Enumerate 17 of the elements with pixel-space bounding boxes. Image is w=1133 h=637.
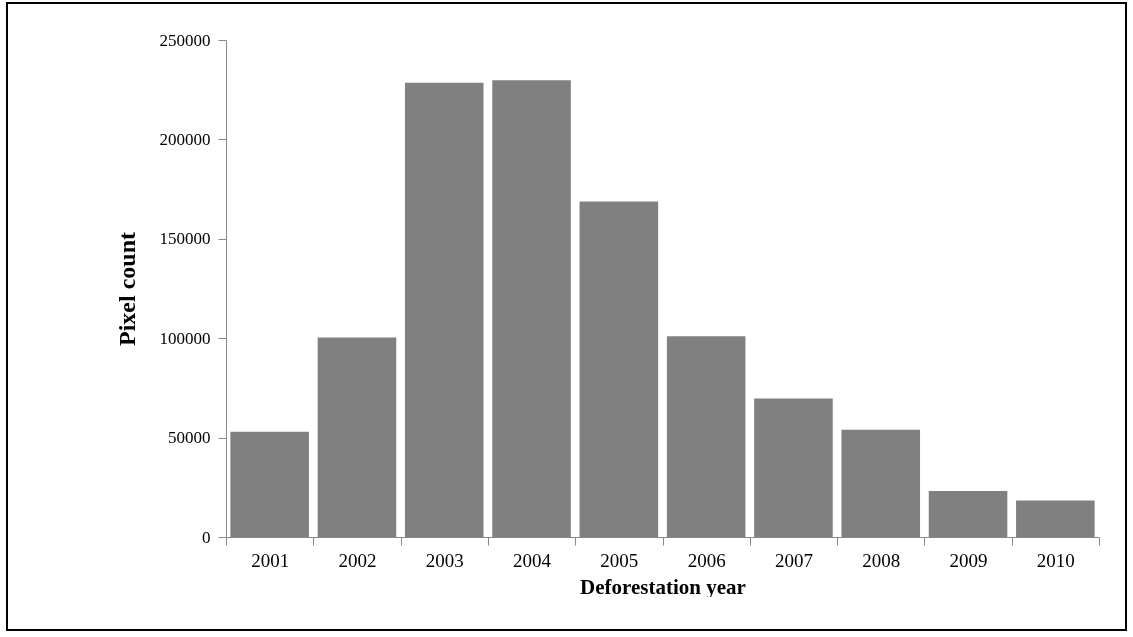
y-tick-label: 250000	[159, 30, 211, 50]
x-tick-label: 2002	[338, 549, 377, 571]
y-tick-label: 0	[201, 527, 211, 547]
x-tick-label: 2010	[1036, 549, 1075, 571]
x-tick-label: 2008	[861, 549, 900, 571]
x-tick-label: 2007	[774, 549, 813, 571]
x-tick-label: 2006	[687, 549, 726, 571]
y-tick-label: 150000	[159, 229, 211, 249]
y-tick-label: 200000	[159, 129, 211, 149]
x-tick-label: 2005	[599, 549, 638, 571]
x-tick-label: 2009	[949, 549, 988, 571]
y-tick-label: 50000	[167, 428, 211, 448]
x-tick-label: 2001	[250, 549, 289, 571]
x-tick-label: 2004	[512, 549, 552, 571]
x-tick-label: 2003	[425, 549, 464, 571]
y-axis-title: Pixel count	[113, 232, 140, 346]
y-tick-label: 100000	[159, 328, 211, 348]
